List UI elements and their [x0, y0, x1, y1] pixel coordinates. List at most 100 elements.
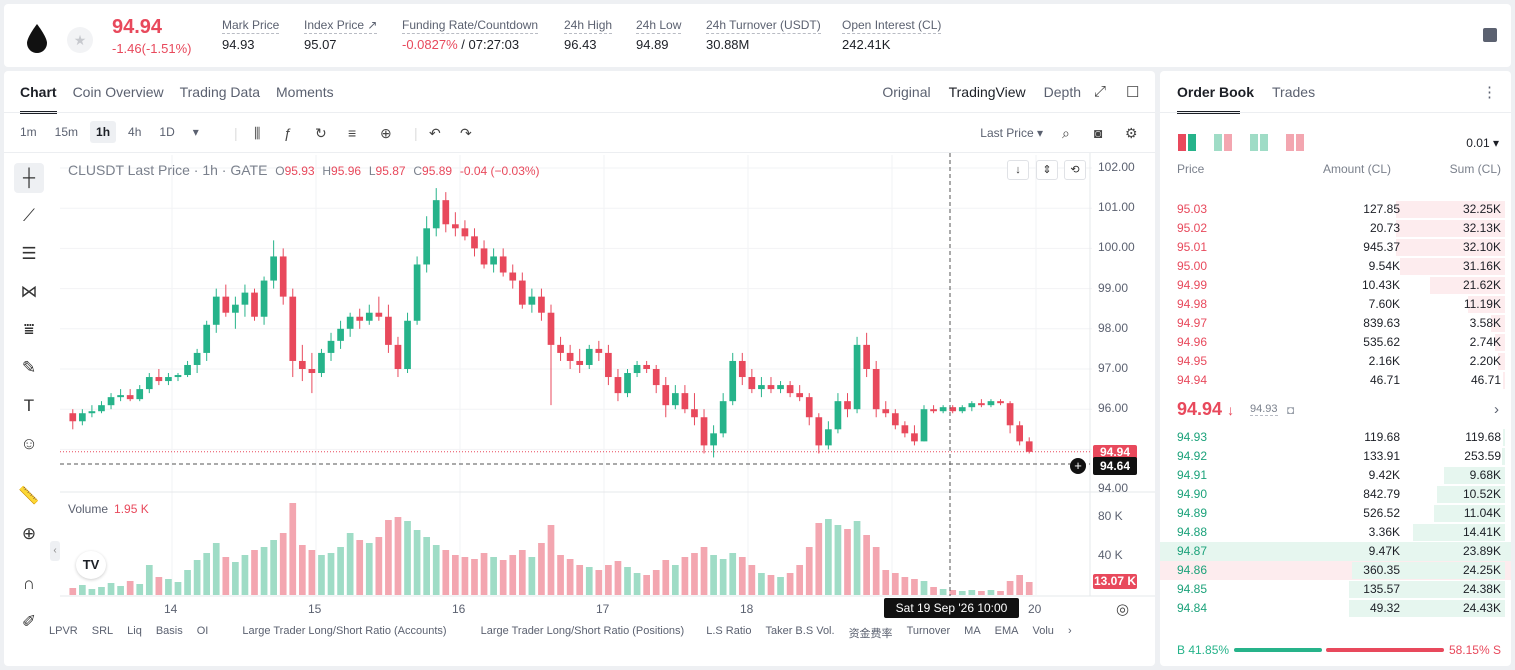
gear-icon[interactable]: ⚙ — [1125, 125, 1138, 141]
volume-bar — [853, 521, 861, 595]
tab-order-book[interactable]: Order Book — [1177, 84, 1255, 114]
more-icon[interactable]: ⋮ — [1482, 84, 1497, 101]
loop-icon[interactable]: ⟲ — [1064, 160, 1086, 180]
volume-bar — [863, 535, 870, 595]
bid-row[interactable]: 94.93 119.68 119.68 — [1160, 428, 1511, 447]
precision-select[interactable]: 0.01 ▾ — [1466, 136, 1499, 150]
interval-15m[interactable]: 15m — [54, 125, 79, 139]
interval-1m[interactable]: 1m — [20, 125, 37, 139]
indicator-item[interactable]: Volu — [1032, 625, 1054, 637]
interval-1d[interactable]: 1D — [159, 125, 175, 139]
candle-body — [222, 296, 230, 313]
indicator-item[interactable]: Turnover — [906, 625, 951, 637]
ask-row[interactable]: 94.97 839.63 3.58K — [1160, 314, 1511, 333]
view-depth[interactable]: Depth — [1043, 84, 1081, 100]
candle-type-icon[interactable]: ⫼ — [254, 125, 261, 141]
bid-row[interactable]: 94.88 3.36K 14.41K — [1160, 523, 1511, 542]
ask-row[interactable]: 94.94 46.71 46.71 — [1160, 371, 1511, 390]
indicator-item[interactable]: Taker B.S Vol. — [765, 625, 835, 637]
ruler-icon[interactable]: 📏 — [18, 486, 40, 505]
chevron-down-icon[interactable]: ▾ — [192, 125, 199, 139]
indicator-item[interactable]: EMA — [994, 625, 1019, 637]
crosshair-icon[interactable]: ┼ — [14, 163, 44, 193]
window-icon[interactable]: ☐ — [1126, 84, 1140, 101]
ask-row[interactable]: 94.99 10.43K 21.62K — [1160, 276, 1511, 295]
text-icon[interactable]: T — [23, 396, 35, 415]
ask-row[interactable]: 95.03 127.85 32.25K — [1160, 200, 1511, 219]
layout-asks-icon[interactable] — [1286, 134, 1304, 151]
brush-icon[interactable]: ✎ — [21, 358, 37, 377]
add-alert-icon[interactable]: ⊕ — [380, 125, 392, 141]
indicator-item[interactable]: LPVR — [49, 625, 78, 637]
zoom-in-icon[interactable]: ⊕ — [21, 524, 37, 543]
bid-row[interactable]: 94.92 133.91 253.59 — [1160, 447, 1511, 466]
stat-index-price[interactable]: Index Price ↗ 95.07 — [304, 18, 378, 52]
ask-row[interactable]: 95.01 945.37 32.10K — [1160, 238, 1511, 257]
indicator-item[interactable]: Large Trader Long/Short Ratio (Accounts) — [242, 625, 447, 637]
bid-price: 94.93 — [1177, 430, 1208, 444]
chevron-left-icon[interactable]: ‹ — [50, 541, 60, 561]
indicators-icon[interactable]: ƒ — [284, 125, 292, 141]
expand-icon[interactable]: ⤢ — [1094, 83, 1107, 100]
indicator-item[interactable]: SRL — [91, 625, 114, 637]
templates-icon[interactable]: ≡ — [348, 125, 357, 141]
bid-amount: 526.52 — [1363, 506, 1400, 520]
emoji-icon[interactable]: ☺ — [20, 434, 38, 453]
bid-row[interactable]: 94.91 9.42K 9.68K — [1160, 466, 1511, 485]
layout-bids-icon[interactable] — [1250, 134, 1268, 151]
indicator-item[interactable]: MA — [964, 625, 981, 637]
bid-row[interactable]: 94.87 9.47K 23.89K — [1160, 542, 1511, 561]
interval-1h[interactable]: 1h — [90, 121, 117, 143]
price-type-select[interactable]: Last Price ▾ — [980, 126, 1043, 140]
tab-moments[interactable]: Moments — [276, 84, 334, 100]
view-tradingview[interactable]: TradingView — [948, 84, 1026, 100]
bid-row[interactable]: 94.84 49.32 24.43K — [1160, 599, 1511, 618]
collapse-icon[interactable]: ⇕ — [1036, 160, 1058, 180]
interval-4h[interactable]: 4h — [128, 125, 142, 139]
refresh-icon[interactable]: ↻ — [315, 125, 327, 141]
favorite-star-icon[interactable]: ★ — [67, 27, 93, 53]
tab-coin-overview[interactable]: Coin Overview — [72, 84, 164, 100]
notebook-icon[interactable] — [1483, 28, 1497, 42]
bid-row[interactable]: 94.89 526.52 11.04K — [1160, 504, 1511, 523]
candlestick-chart[interactable] — [4, 71, 1155, 666]
horizontal-lines-icon[interactable]: ☰ — [21, 244, 37, 263]
stat-label: Index Price ↗ — [304, 18, 378, 34]
indicator-item[interactable]: L.S Ratio — [706, 625, 752, 637]
chevron-right-icon[interactable]: › — [1067, 625, 1072, 637]
pencil-icon[interactable]: ✐ — [21, 612, 37, 631]
indicator-item[interactable]: Basis — [155, 625, 183, 637]
bid-row[interactable]: 94.86 360.35 24.25K — [1160, 561, 1511, 580]
add-order-icon[interactable]: + — [1070, 458, 1086, 474]
arrow-down-icon[interactable]: ↓ — [1007, 160, 1029, 180]
undo-icon[interactable]: ↶ — [429, 125, 441, 141]
layout-both-icon[interactable] — [1178, 134, 1196, 151]
pattern-icon[interactable]: ⋈ — [20, 282, 38, 301]
chevron-right-icon[interactable]: › — [1494, 401, 1499, 418]
volume-bar — [518, 550, 526, 595]
indicator-item[interactable]: Liq — [127, 625, 142, 637]
redo-icon[interactable]: ↷ — [460, 125, 472, 141]
ask-row[interactable]: 94.98 7.60K 11.19K — [1160, 295, 1511, 314]
candle-body — [700, 417, 708, 446]
ask-row[interactable]: 94.96 535.62 2.74K — [1160, 333, 1511, 352]
tab-trades[interactable]: Trades — [1272, 84, 1316, 100]
bid-amount: 135.57 — [1363, 582, 1400, 596]
view-original[interactable]: Original — [882, 84, 931, 100]
tab-trading-data[interactable]: Trading Data — [179, 84, 261, 100]
trendline-icon[interactable]: ⟋ — [23, 206, 35, 225]
layout-split-icon[interactable] — [1214, 134, 1232, 151]
bid-row[interactable]: 94.90 842.79 10.52K — [1160, 485, 1511, 504]
ask-row[interactable]: 95.02 20.73 32.13K — [1160, 219, 1511, 238]
search-icon[interactable]: ⌕ — [1062, 125, 1070, 141]
indicator-item[interactable]: OI — [196, 625, 209, 637]
reset-icon[interactable]: ◎ — [1116, 601, 1130, 618]
camera-icon[interactable]: ◙ — [1094, 125, 1103, 141]
fib-icon[interactable]: ⩸ — [23, 320, 35, 339]
bid-row[interactable]: 94.85 135.57 24.38K — [1160, 580, 1511, 599]
ask-row[interactable]: 95.00 9.54K 31.16K — [1160, 257, 1511, 276]
indicator-item[interactable]: Large Trader Long/Short Ratio (Positions… — [480, 625, 685, 637]
indicator-item[interactable]: 资金费率 — [848, 628, 893, 640]
magnet-icon[interactable]: ∩ — [22, 574, 36, 593]
ask-row[interactable]: 94.95 2.16K 2.20K — [1160, 352, 1511, 371]
